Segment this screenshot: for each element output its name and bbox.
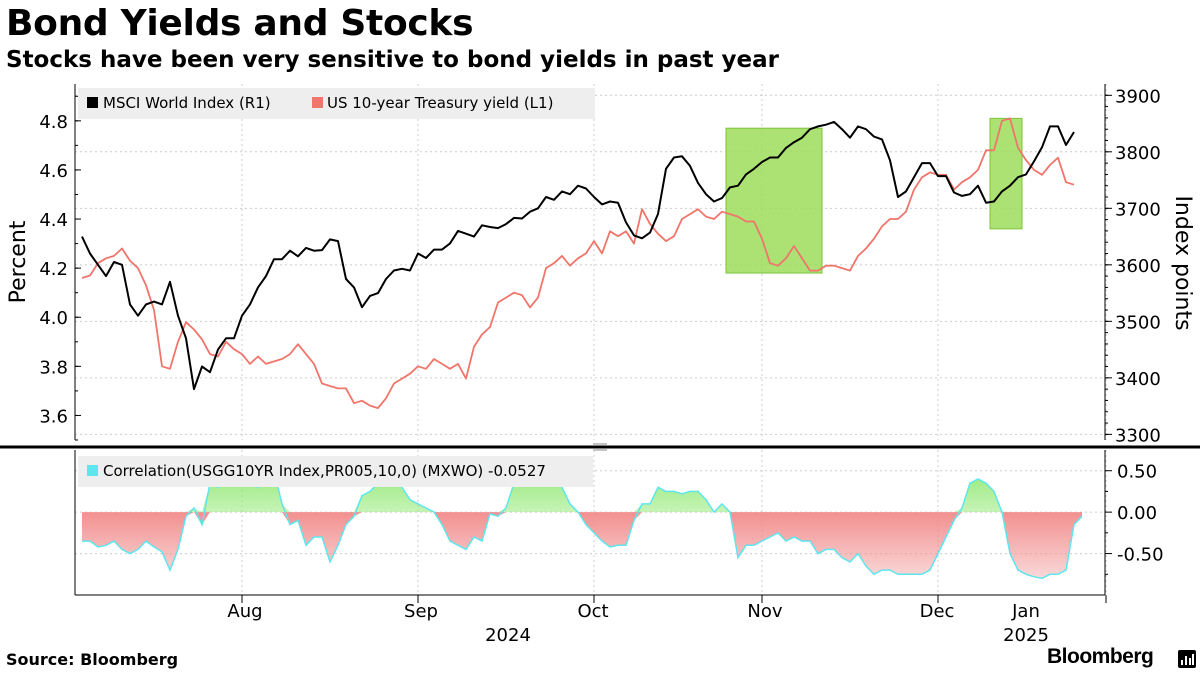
corr-area-positive bbox=[82, 462, 1082, 513]
x-axis: Aug Sep Oct Nov Dec Jan 2024 2025 bbox=[227, 595, 1107, 646]
highlight-box-0 bbox=[725, 127, 823, 274]
left-axis-title: Percent bbox=[6, 220, 31, 303]
right-tick-label-1: 3800 bbox=[1115, 143, 1161, 164]
right-tick-label-2: 3700 bbox=[1115, 199, 1161, 220]
highlight-box-1 bbox=[989, 117, 1023, 230]
right-y-axis: 3900 3800 3700 3600 3500 3400 3300 bbox=[1105, 86, 1161, 446]
corr-legend-label: Correlation(USGG10YR Index,PR005,10,0) (… bbox=[103, 462, 546, 480]
legend-label-yield: US 10-year Treasury yield (L1) bbox=[327, 94, 553, 112]
bloomberg-bars-icon bbox=[1178, 650, 1196, 668]
corr-tick-label-2: -0.50 bbox=[1117, 545, 1164, 566]
highlight-boxes bbox=[725, 117, 1023, 274]
left-tick-label-4: 4.0 bbox=[39, 308, 68, 329]
main-axes bbox=[74, 84, 1106, 440]
left-tick-label-0: 4.8 bbox=[39, 112, 68, 133]
left-y-axis: 4.8 4.6 4.4 4.2 4.0 3.8 3.6 bbox=[39, 95, 81, 441]
corr-legend-background bbox=[78, 456, 593, 487]
legend-swatch-msci bbox=[87, 97, 98, 108]
correlation-legend: Correlation(USGG10YR Index,PR005,10,0) (… bbox=[78, 456, 593, 487]
series-line-msci bbox=[81, 120, 1075, 391]
left-tick-label-1: 4.6 bbox=[39, 161, 68, 182]
legend-label-msci: MSCI World Index (R1) bbox=[103, 94, 271, 112]
x-tick-label-sep: Sep bbox=[404, 601, 438, 622]
x-tick-label-nov: Nov bbox=[747, 601, 782, 622]
right-axis-title: Index points bbox=[1170, 195, 1195, 330]
chart-subtitle: Stocks have been very sensitive to bond … bbox=[6, 47, 780, 73]
corr-area-negative bbox=[82, 512, 1082, 579]
legend-swatch-yield bbox=[312, 97, 323, 108]
x-year-label-2025: 2025 bbox=[1003, 625, 1049, 646]
left-tick-label-6: 3.6 bbox=[39, 406, 68, 427]
right-tick-label-0: 3900 bbox=[1115, 86, 1161, 107]
left-tick-label-5: 3.8 bbox=[39, 357, 68, 378]
correlation-axes bbox=[74, 450, 1106, 596]
bloomberg-logo: Bloomberg bbox=[1047, 645, 1154, 668]
x-tick-label-jan: Jan bbox=[1011, 601, 1040, 622]
x-year-label-2024: 2024 bbox=[485, 625, 531, 646]
main-legend: MSCI World Index (R1) US 10-year Treasur… bbox=[78, 88, 595, 119]
main-gridlines bbox=[75, 84, 1107, 440]
legend-background bbox=[78, 88, 595, 119]
x-tick-label-aug: Aug bbox=[227, 601, 262, 622]
left-tick-label-2: 4.4 bbox=[39, 210, 68, 231]
corr-tick-label-1: 0.00 bbox=[1117, 503, 1157, 524]
right-tick-label-5: 3400 bbox=[1115, 369, 1161, 390]
right-tick-label-4: 3500 bbox=[1115, 312, 1161, 333]
left-tick-label-3: 4.2 bbox=[39, 259, 68, 280]
corr-tick-label-0: 0.50 bbox=[1117, 462, 1157, 483]
corr-legend-swatch bbox=[87, 465, 98, 476]
series-lines bbox=[81, 117, 1075, 409]
x-tick-label-dec: Dec bbox=[920, 601, 955, 622]
chart-title: Bond Yields and Stocks bbox=[6, 3, 474, 44]
right-tick-label-3: 3600 bbox=[1115, 256, 1161, 277]
correlation-y-axis: 0.50 0.00 -0.50 bbox=[1105, 462, 1164, 575]
source-note: Source: Bloomberg bbox=[6, 650, 179, 669]
series-line-yield bbox=[81, 117, 1075, 409]
x-tick-label-oct: Oct bbox=[577, 601, 608, 622]
right-tick-label-6: 3300 bbox=[1115, 425, 1161, 446]
